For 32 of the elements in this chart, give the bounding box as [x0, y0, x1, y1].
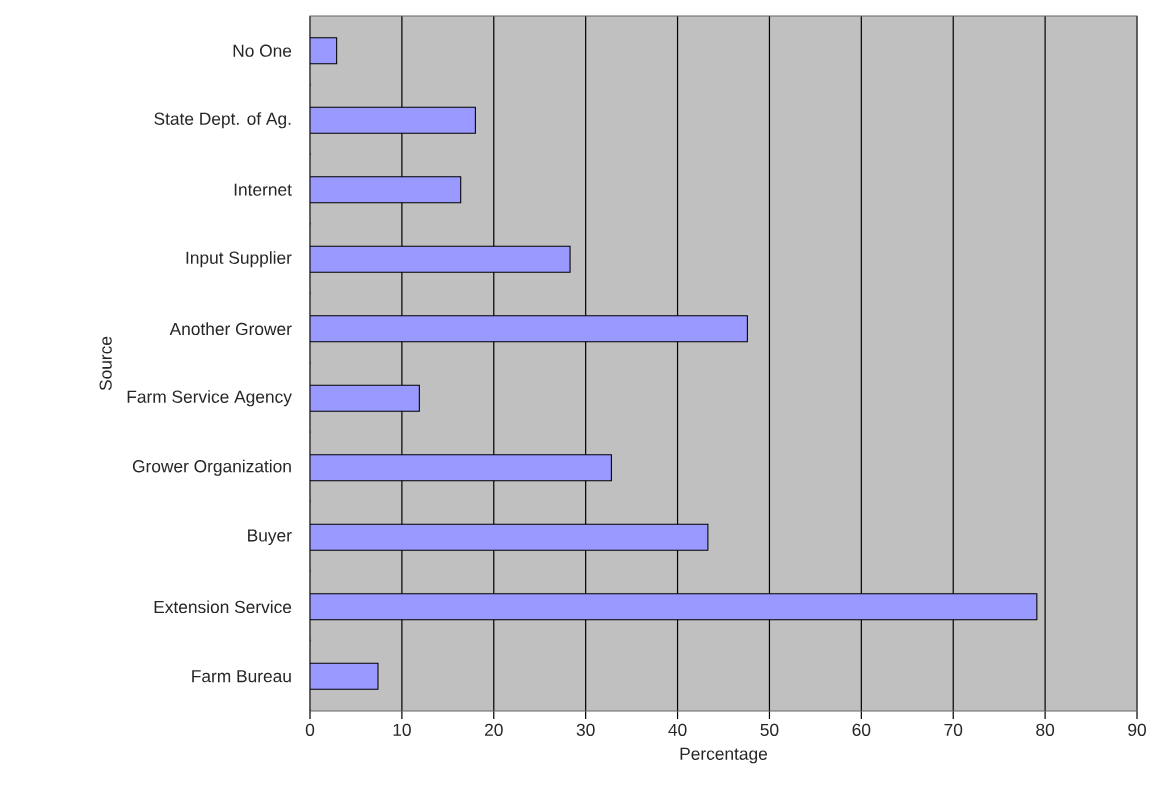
x-axis-title: Percentage [680, 747, 768, 764]
y-tick-label: Farm Bureau [192, 670, 291, 683]
x-tick-label: 60 [852, 723, 871, 736]
y-tick-label: State Dept. of Ag. [154, 112, 291, 129]
y-tick-label: Internet [234, 183, 292, 196]
bar [310, 106, 476, 134]
y-tick-label: Extension Service [154, 600, 292, 614]
bar [310, 37, 338, 65]
bar [310, 662, 379, 690]
x-tick-label: 0 [305, 723, 315, 736]
x-tick-label: 90 [1128, 723, 1146, 736]
bar [310, 384, 420, 412]
x-tick-label: 30 [576, 723, 595, 736]
bar [310, 454, 612, 482]
x-tick-label: 20 [485, 723, 503, 736]
x-tick-label: 80 [1036, 723, 1055, 736]
bar [310, 523, 709, 551]
x-tick-label: 50 [760, 723, 779, 736]
y-tick-label: No One [233, 44, 292, 57]
y-tick-label: Another Grower [169, 322, 292, 336]
y-tick-label: Grower Organization [132, 459, 291, 476]
bar [310, 245, 571, 273]
bar [310, 593, 1038, 621]
y-axis-title: Source [99, 336, 112, 391]
bar [310, 315, 748, 343]
bar [310, 176, 462, 204]
x-tick-label: 40 [668, 723, 687, 736]
x-tick-label: 10 [393, 723, 411, 736]
x-tick-label: 70 [944, 723, 963, 736]
y-tick-label: Buyer [248, 529, 292, 546]
y-tick-label: Input Supplier [186, 251, 292, 268]
y-tick-label: Farm Service Agency [127, 390, 292, 407]
